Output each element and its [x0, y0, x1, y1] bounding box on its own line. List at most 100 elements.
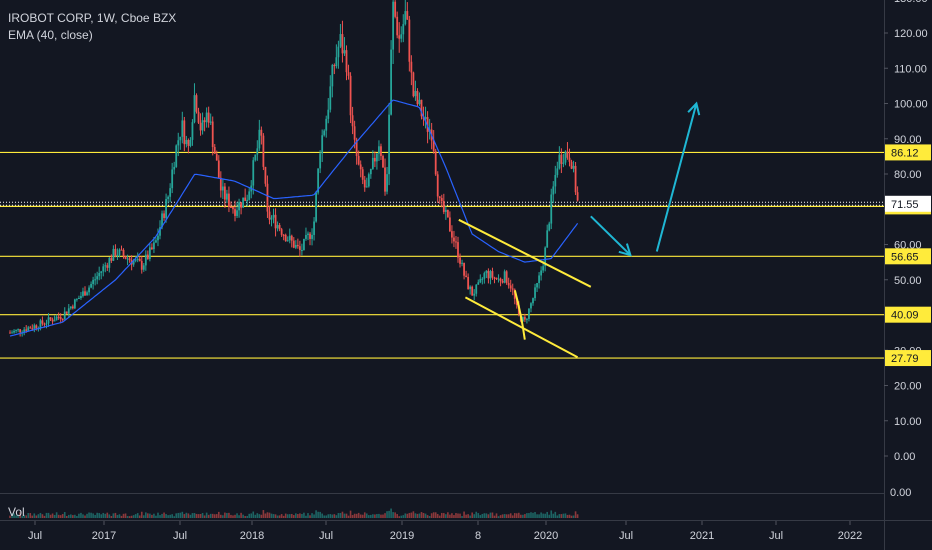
volume-bar	[21, 515, 23, 518]
volume-bar	[195, 513, 198, 518]
candle-body	[544, 247, 547, 267]
candle-body	[337, 46, 340, 58]
volume-bar	[327, 514, 330, 518]
candle-body	[228, 193, 230, 207]
volume-bar	[436, 513, 439, 518]
volume-bar	[365, 513, 368, 518]
x-tick-label: Jul	[769, 530, 783, 542]
time-axis[interactable]: Jul 2017 Jul 2018 Jul 2019 8 2020 Jul 2021 Jul 2022	[28, 521, 862, 542]
volume-bar	[325, 515, 328, 518]
indicator-title[interactable]: EMA (40, close)	[8, 28, 93, 42]
candle-body	[92, 279, 95, 284]
volume-bar	[374, 514, 376, 518]
volume-bar	[351, 515, 354, 518]
volume-bar	[556, 515, 559, 518]
volume-bar	[134, 514, 137, 518]
volume-bar	[562, 513, 565, 518]
x-tick-label: Jul	[619, 530, 633, 542]
volume-bar	[88, 512, 90, 518]
candle-body	[507, 282, 510, 286]
volume-bar	[185, 512, 188, 518]
candle-body	[69, 306, 72, 309]
candle-body	[467, 277, 470, 290]
volume-bar	[347, 515, 350, 518]
volume-bar	[266, 512, 269, 518]
candle-body	[276, 225, 279, 229]
volume-bar	[126, 516, 129, 518]
candle-body	[515, 298, 518, 306]
level-price-tag-bg	[885, 144, 931, 161]
volume-bar	[408, 512, 411, 518]
x-tick-label: 2022	[838, 530, 862, 542]
volume-bar	[19, 512, 21, 518]
y-tick-label: 90.00	[894, 134, 922, 146]
volume-bar	[61, 514, 64, 518]
support-resistance-levels	[0, 151, 884, 359]
candle-body	[576, 192, 579, 201]
candle-body	[223, 186, 226, 200]
volume-bar	[309, 515, 311, 518]
candle-body	[100, 271, 103, 273]
candle-body	[252, 160, 255, 186]
volume-bar	[256, 513, 259, 518]
volume-bar	[211, 513, 214, 518]
candle-body	[521, 316, 524, 322]
candle-body	[205, 112, 208, 123]
candle-body	[177, 140, 180, 146]
candle-body	[197, 111, 200, 123]
candle-body	[63, 311, 66, 320]
volume-bar	[183, 514, 186, 518]
candle-body	[540, 270, 543, 276]
candle-body	[562, 162, 565, 164]
candle-body	[221, 186, 224, 191]
volume-bar	[177, 512, 180, 518]
candle-body	[244, 197, 247, 201]
candle-body	[248, 191, 251, 200]
volume-bar	[209, 513, 212, 518]
volume-bar	[199, 513, 202, 518]
candle-body	[404, 11, 407, 25]
volume-bar	[459, 513, 461, 518]
volume-bar	[92, 513, 94, 518]
candle-body	[65, 311, 68, 314]
volume-bar	[570, 515, 573, 518]
volume-bar	[428, 516, 431, 518]
candle-body	[523, 316, 526, 320]
x-tick-label: 2021	[690, 530, 714, 542]
volume-bar	[222, 515, 224, 518]
volume-bar	[116, 515, 119, 518]
candle-body	[19, 329, 22, 333]
volume-bar	[118, 514, 121, 518]
volume-bar	[568, 514, 571, 518]
candle-body	[564, 151, 567, 163]
x-tick-label: 2019	[390, 530, 414, 542]
candle-body	[408, 19, 411, 62]
volume-bar	[343, 513, 346, 518]
candle-body	[552, 186, 555, 195]
candle-body	[550, 194, 553, 224]
volume-bar	[339, 513, 342, 518]
volume-bar	[55, 512, 58, 518]
candle-body	[546, 230, 549, 248]
candle-body	[511, 288, 514, 290]
candle-body	[414, 90, 417, 97]
volume-bar	[522, 514, 524, 518]
candle-body	[136, 258, 139, 260]
volume-bar	[41, 514, 44, 518]
candle-body	[185, 139, 188, 145]
volume-bar	[250, 513, 253, 518]
symbol-title[interactable]: IROBOT CORP, 1W, Cboe BZX	[8, 11, 177, 25]
volume-bar	[232, 515, 234, 518]
candle-body	[501, 281, 504, 283]
volume-bar	[59, 515, 62, 518]
candle-body	[331, 64, 334, 87]
candle-body	[53, 320, 56, 322]
volume-bar	[155, 515, 157, 518]
candle-body	[78, 297, 80, 299]
candle-body	[367, 174, 370, 187]
volume-bar	[238, 515, 240, 518]
candle-body	[102, 266, 105, 272]
volume-bar	[392, 512, 394, 518]
candle-body	[556, 168, 559, 176]
